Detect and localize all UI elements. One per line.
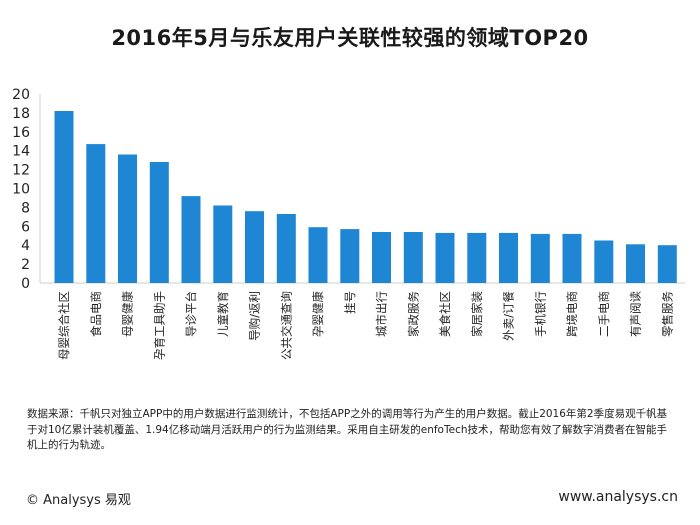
data-source-note: 数据来源：千帆只对独立APP中的用户数据进行监测统计，不包括APP之外的调用等行… [27,408,668,451]
bar [626,244,645,283]
y-tick-label: 8 [21,200,30,216]
x-tick-label: 二手电商 [597,291,611,337]
bar [86,144,106,283]
x-tick-labels: 母婴综合社区 食品电商 母婴健康 孕育工具助手 导诊平台 儿童教育 导购/返利 公共交通查询 孕… [57,291,674,360]
bar [308,227,328,283]
bar [594,240,614,283]
footer-url[interactable]: www.analysys.cn [558,489,678,505]
footer-brand: © Analysys 易观 [26,493,131,508]
y-tick-label: 6 [21,219,30,235]
bar [562,233,582,283]
bar [213,205,233,283]
x-tick-label: 家居家装 [470,291,484,337]
y-tick-label: 12 [12,163,30,179]
bar [372,232,391,283]
bar [467,232,487,283]
y-tick-label: 20 [12,87,30,103]
chart-title: 2016年5月与乐友用户关联性较强的领域TOP20 [111,26,589,50]
bar [403,232,423,283]
bar-chart: 0 2 4 6 8 10 12 14 16 18 20 母婴综合社区 食品电商 母婴健康 孕育工具助手 导诊… [12,87,685,360]
x-tick-label: 孕婴健康 [311,291,325,337]
x-tick-label: 家政服务 [406,291,420,337]
bar [54,111,74,283]
bars [54,111,677,283]
bar [276,214,296,283]
bar [530,233,550,283]
y-tick-labels: 0 2 4 6 8 10 12 14 16 18 20 [12,87,30,292]
x-tick-label: 公共交通查询 [279,291,293,360]
bar [499,232,518,283]
x-tick-label: 导购/返利 [248,291,262,341]
x-tick-label: 城市出行 [375,291,389,337]
bar [149,162,169,283]
x-tick-label: 美食社区 [438,291,452,337]
bar [340,229,360,283]
x-tick-label: 导诊平台 [184,291,198,337]
x-tick-label: 手机银行 [533,291,547,337]
bar [657,245,677,283]
y-tick-label: 0 [21,276,30,292]
bar [181,196,201,283]
y-tick-label: 14 [12,144,30,160]
y-tick-label: 10 [12,182,30,198]
x-tick-label: 母婴综合社区 [57,291,71,360]
bar [435,232,455,283]
x-tick-label: 跨境电商 [565,291,579,337]
y-tick-label: 2 [21,257,30,273]
y-tick-label: 18 [12,106,30,122]
bar [118,154,137,283]
x-tick-label: 孕育工具助手 [152,291,166,360]
y-tick-label: 4 [21,238,30,254]
bar [245,211,264,283]
y-tick-label: 16 [12,125,30,141]
x-tick-label: 食品电商 [89,291,103,337]
x-tick-label: 儿童教育 [216,291,230,337]
x-tick-label: 有声阅读 [629,291,643,337]
x-tick-label: 零售服务 [660,291,674,337]
x-tick-label: 挂号 [343,291,357,314]
x-tick-label: 母婴健康 [121,291,135,337]
x-tick-label: 外卖/订餐 [502,291,516,341]
